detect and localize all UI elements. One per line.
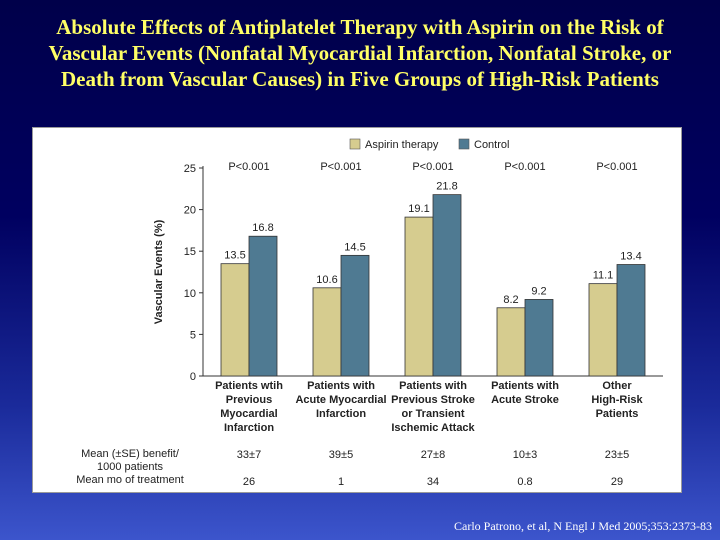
control-value-label: 9.2 [531, 285, 546, 297]
figure-panel: 0 5 10 15 20 25 Vascular Events (%) Aspirin the… [32, 127, 682, 493]
bar-chart: 0 5 10 15 20 25 Vascular Events (%) Aspirin the… [76, 138, 663, 488]
category-label: Patients with [307, 380, 375, 392]
category-label: High-Risk [591, 394, 643, 406]
table-value: 23±5 [605, 449, 629, 461]
p-value-label: P<0.001 [228, 161, 269, 173]
table-value: 34 [427, 476, 439, 488]
table-value: 27±8 [421, 449, 445, 461]
y-tick-label: 0 [190, 371, 196, 383]
table-value: 26 [243, 476, 255, 488]
slide-title: Absolute Effects of Antiplatelet Therapy… [0, 14, 720, 92]
y-tick-label: 25 [184, 163, 196, 175]
aspirin-bar [588, 283, 618, 377]
legend-label-control: Control [474, 139, 509, 151]
legend-label-aspirin: Aspirin therapy [365, 139, 439, 151]
aspirin-value-label: 8.2 [503, 294, 518, 306]
table-row-label: Mean mo of treatment [76, 474, 184, 486]
table-value: 10±3 [513, 449, 537, 461]
y-tick-label: 15 [184, 246, 196, 258]
category-label: Patients with [491, 380, 559, 392]
aspirin-value-label: 13.5 [224, 250, 245, 262]
table-value: 33±7 [237, 449, 261, 461]
control-bar [248, 235, 278, 377]
aspirin-value-label: 10.6 [316, 274, 337, 286]
p-value-label: P<0.001 [596, 161, 637, 173]
control-value-label: 21.8 [436, 181, 457, 193]
aspirin-value-label: 19.1 [408, 203, 429, 215]
category-label: Patients wtih [215, 380, 283, 392]
legend-swatch-control [458, 138, 470, 150]
p-value-label: P<0.001 [412, 161, 453, 173]
category-label: Myocardial [220, 408, 277, 420]
control-value-label: 16.8 [252, 222, 273, 234]
category-label: Other [602, 380, 632, 392]
y-tick-label: 10 [184, 288, 196, 300]
control-bar [432, 194, 462, 377]
title-line-3: Death from Vascular Causes) in Five Grou… [61, 67, 659, 91]
y-tick-label: 5 [190, 329, 196, 341]
title-line-1: Absolute Effects of Antiplatelet Therapy… [56, 15, 664, 39]
category-label: Previous [226, 394, 272, 406]
aspirin-bar [312, 287, 342, 377]
table-row-label: 1000 patients [97, 461, 164, 473]
p-value-label: P<0.001 [320, 161, 361, 173]
aspirin-bar [496, 307, 526, 377]
category-label: Patients with [399, 380, 467, 392]
category-label: or Transient [402, 408, 465, 420]
category-label: Infarction [224, 422, 274, 434]
title-line-2: Vascular Events (Nonfatal Myocardial Inf… [48, 41, 672, 65]
aspirin-bar [404, 216, 434, 377]
table-value: 1 [338, 476, 344, 488]
control-bar [616, 264, 646, 377]
aspirin-bar [220, 263, 250, 377]
aspirin-value-label: 11.1 [593, 270, 614, 282]
table-row-label: Mean (±SE) benefit/ [81, 448, 180, 460]
table-value: 0.8 [517, 476, 532, 488]
table-value: 29 [611, 476, 623, 488]
control-value-label: 13.4 [620, 251, 641, 263]
citation: Carlo Patrono, et al, N Engl J Med 2005;… [454, 519, 712, 533]
control-bar [524, 299, 554, 377]
category-label: Acute Stroke [491, 394, 559, 406]
y-tick-label: 20 [184, 205, 196, 217]
category-label: Acute Myocardial [295, 394, 386, 406]
control-bar [340, 254, 370, 377]
category-label: Patients [596, 408, 639, 420]
legend-swatch-aspirin [349, 138, 361, 150]
category-label: Previous Stroke [391, 394, 475, 406]
control-value-label: 14.5 [344, 241, 365, 253]
p-value-label: P<0.001 [504, 161, 545, 173]
y-axis-title: Vascular Events (%) [153, 219, 165, 324]
category-label: Infarction [316, 408, 366, 420]
category-label: Ischemic Attack [391, 422, 475, 434]
table-value: 39±5 [329, 449, 353, 461]
